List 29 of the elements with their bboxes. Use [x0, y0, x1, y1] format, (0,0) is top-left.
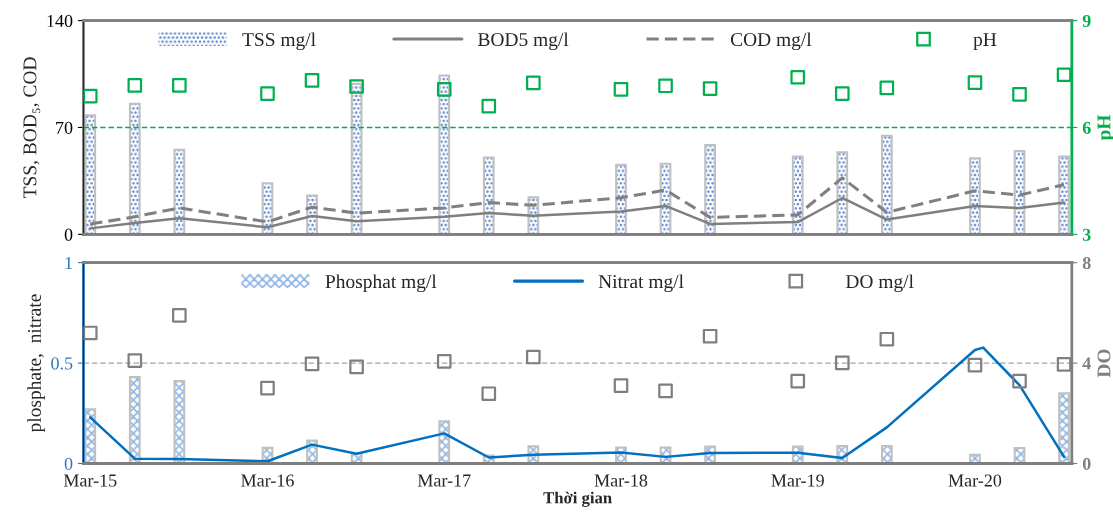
y-tick-label: 0.5	[51, 357, 73, 370]
x-axis-title: Thời gian	[543, 491, 612, 507]
x-tick-label: Mar-18	[594, 474, 648, 487]
y-tick-label: 70	[56, 121, 73, 134]
y2-tick-label: 9	[1082, 14, 1091, 28]
y-tick-label: 0	[64, 457, 73, 470]
legend-label: Phosphat mg/l	[325, 274, 437, 293]
y-tick-label: 1	[65, 256, 72, 269]
y-tick-label: 140	[47, 14, 73, 28]
y-axis-title: plosphate, nitrate	[27, 294, 45, 433]
legend-label: Nitrat mg/l	[598, 274, 684, 293]
x-tick-label: Mar-17	[417, 474, 471, 487]
x-tick-label: Mar-16	[241, 474, 294, 487]
y2-tick-label: 0	[1082, 457, 1091, 470]
y2-tick-label: 3	[1082, 228, 1091, 241]
y2-tick-label: 8	[1082, 256, 1091, 270]
legend-label: DO mg/l	[845, 274, 914, 293]
y2-axis-title: DO	[1097, 349, 1111, 378]
y-axis-title: TSS, BOD₅, COD	[23, 57, 41, 199]
legend-label: COD mg/l	[730, 32, 812, 51]
y2-tick-label: 6	[1082, 121, 1091, 134]
y2-tick-label: 4	[1082, 357, 1091, 370]
legend-label: pH	[973, 33, 997, 51]
legend-label: BOD5 mg/l	[478, 32, 569, 51]
x-tick-label: Mar-19	[771, 474, 824, 487]
legend-label: TSS mg/l	[242, 32, 316, 51]
y-tick-label: 0	[64, 228, 73, 241]
x-tick-label: Mar-20	[948, 474, 1002, 487]
x-tick-label: Mar-15	[63, 474, 117, 487]
